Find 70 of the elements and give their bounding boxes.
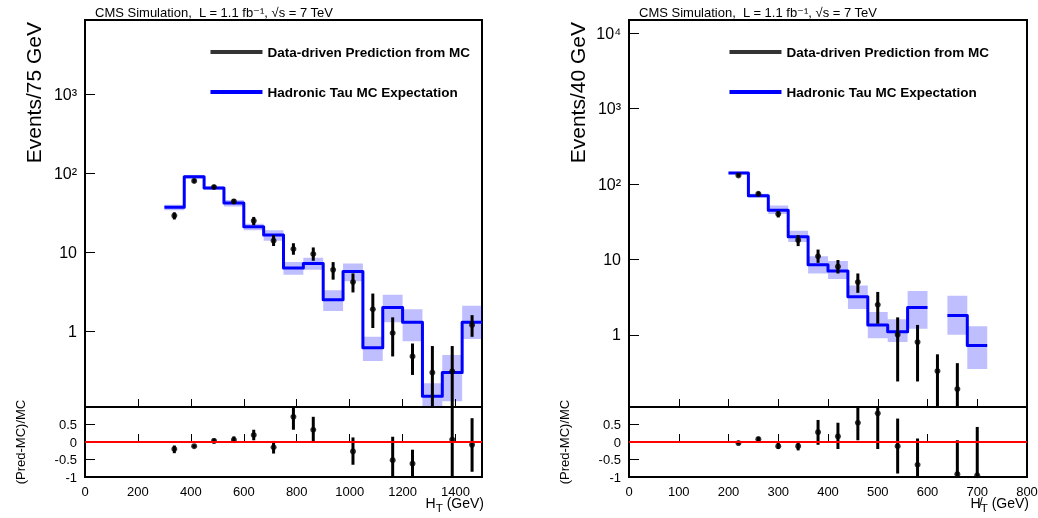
point <box>974 472 981 479</box>
point <box>815 429 822 436</box>
point <box>854 279 861 286</box>
point <box>469 322 476 328</box>
y-tick-label: 10 <box>603 250 622 268</box>
point <box>914 461 921 468</box>
legend-label: Data-driven Prediction from MC <box>267 44 471 60</box>
x-tick-label: 200 <box>127 484 149 499</box>
point <box>330 266 337 273</box>
chart-title: CMS Simulation, L = 1.1 fb⁻¹, √s = 7 TeV <box>95 5 334 20</box>
y-axis-title: Events/75 GeV <box>22 22 45 164</box>
y-tick-label: 10 <box>59 243 78 261</box>
point <box>894 443 901 450</box>
y-tick-label: 0 <box>69 434 77 450</box>
point <box>894 331 901 338</box>
x-tick-label: 1000 <box>335 484 365 499</box>
point <box>429 369 436 376</box>
point <box>310 251 317 258</box>
point <box>914 339 921 346</box>
point <box>874 410 881 417</box>
point <box>834 263 841 270</box>
point <box>389 457 396 464</box>
point <box>854 419 861 426</box>
y-axis-title: (Pred-MC)/MC <box>557 399 572 485</box>
point <box>290 413 297 420</box>
y-tick-label: 0.5 <box>602 417 621 432</box>
y-tick-label: 10² <box>597 175 622 193</box>
y-tick-label: -1 <box>609 469 621 485</box>
point <box>270 444 277 451</box>
x-tick-label: 600 <box>916 484 939 499</box>
point <box>934 368 941 375</box>
x-tick-label: 400 <box>180 484 202 499</box>
y-tick-label: 1 <box>68 322 78 340</box>
point <box>815 253 822 260</box>
point <box>389 330 396 337</box>
y-tick-label: 10³ <box>597 100 622 118</box>
legend-label: Hadronic Tau MC Expectation <box>267 84 458 100</box>
y-tick-label: 0 <box>613 434 621 450</box>
x-tick-label: 100 <box>667 484 690 499</box>
point <box>409 353 416 360</box>
x-tick-label: 500 <box>866 484 889 499</box>
x-tick-label: 400 <box>817 484 839 499</box>
x-tick-label: 800 <box>285 484 308 499</box>
y-tick-label: 10³ <box>53 85 78 103</box>
chart-title: CMS Simulation, L = 1.1 fb⁻¹, √s = 7 TeV <box>639 5 878 20</box>
x-tick-label: 200 <box>717 484 740 499</box>
point <box>369 306 376 313</box>
legend-label: Data-driven Prediction from MC <box>786 44 990 60</box>
x-tick-label: 1200 <box>388 484 418 499</box>
x-tick-label: 600 <box>232 484 255 499</box>
point <box>449 368 456 375</box>
x-tick-label: 300 <box>767 484 790 499</box>
y-tick-label: 10² <box>53 164 78 182</box>
point <box>349 279 356 286</box>
point <box>954 386 961 393</box>
point <box>834 433 841 440</box>
y-tick-label: 0.5 <box>58 417 77 432</box>
y-tick-label: -0.5 <box>598 452 621 467</box>
y-tick-label: -0.5 <box>54 452 77 467</box>
y-tick-label: -1 <box>65 469 77 485</box>
x-tick-label: 0 <box>625 484 633 499</box>
legend-label: Hadronic Tau MC Expectation <box>786 84 977 100</box>
x-tick-label: 0 <box>81 484 89 499</box>
y-axis-title: (Pred-MC)/MC <box>13 399 28 485</box>
point <box>310 426 317 433</box>
y-tick-label: 1 <box>612 326 622 344</box>
y-tick-label: 10⁴ <box>596 24 622 42</box>
point <box>349 448 356 455</box>
point <box>874 301 881 308</box>
y-axis-title: Events/40 GeV <box>566 22 589 164</box>
